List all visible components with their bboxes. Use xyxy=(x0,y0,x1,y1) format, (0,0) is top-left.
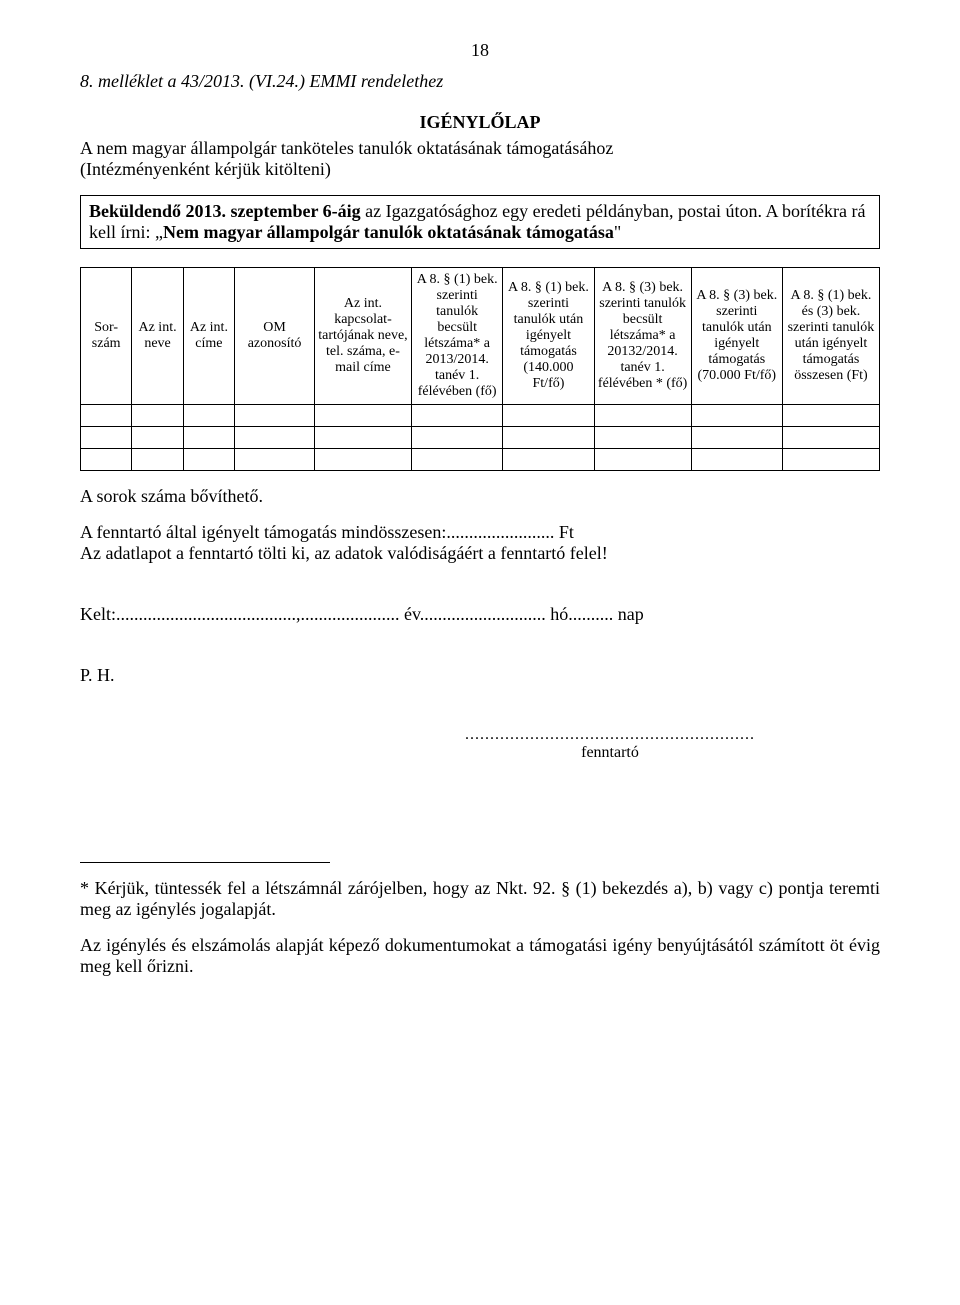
cell[interactable] xyxy=(81,427,132,449)
th-kapcsolat: Az int. kapcsolat-tartójának neve, tel. … xyxy=(314,268,411,405)
table-row xyxy=(81,405,880,427)
th-col8: A 8. § (3) bek. szerinti tanulók becsült… xyxy=(594,268,691,405)
page-number: 18 xyxy=(80,40,880,61)
fenntarto-label: fenntartó xyxy=(460,744,760,762)
cell[interactable] xyxy=(503,405,594,427)
cell[interactable] xyxy=(782,405,879,427)
cell[interactable] xyxy=(411,427,502,449)
reference-line: 8. melléklet a 43/2013. (VI.24.) EMMI re… xyxy=(80,71,880,92)
th-om: OM azonosító xyxy=(235,268,315,405)
ph: P. H. xyxy=(80,665,880,686)
cell[interactable] xyxy=(594,449,691,471)
th-sorszam: Sor-szám xyxy=(81,268,132,405)
table-row xyxy=(81,427,880,449)
cell[interactable] xyxy=(183,405,234,427)
footnote-1: * Kérjük, tüntessék fel a létszámnál zár… xyxy=(80,878,880,920)
cell[interactable] xyxy=(81,449,132,471)
cell[interactable] xyxy=(132,449,183,471)
signature-dots: ........................................… xyxy=(460,726,760,744)
cell[interactable] xyxy=(691,405,782,427)
th-col6: A 8. § (1) bek. szerinti tanulók becsült… xyxy=(411,268,502,405)
cell[interactable] xyxy=(691,449,782,471)
title-main: IGÉNYLŐLAP xyxy=(80,112,880,133)
deadline-bold2: Nem magyar állampolgár tanulók oktatásán… xyxy=(163,222,614,242)
cell[interactable] xyxy=(314,405,411,427)
subtitle-block: A nem magyar állampolgár tanköteles tanu… xyxy=(80,138,880,180)
table-row xyxy=(81,449,880,471)
th-col10: A 8. § (1) bek. és (3) bek. szerinti tan… xyxy=(782,268,879,405)
subtitle-line1: A nem magyar állampolgár tanköteles tanu… xyxy=(80,138,613,158)
th-int-cime: Az int. címe xyxy=(183,268,234,405)
subtitle-line2: (Intézményenként kérjük kitölteni) xyxy=(80,159,331,179)
title-block: IGÉNYLŐLAP xyxy=(80,112,880,133)
deadline-close: " xyxy=(614,222,621,242)
cell[interactable] xyxy=(235,449,315,471)
cell[interactable] xyxy=(594,427,691,449)
total-line: A fenntartó által igényelt támogatás min… xyxy=(80,522,880,543)
cell[interactable] xyxy=(314,449,411,471)
kelt-line: Kelt:...................................… xyxy=(80,604,880,625)
cell[interactable] xyxy=(503,449,594,471)
cell[interactable] xyxy=(235,405,315,427)
cell[interactable] xyxy=(691,427,782,449)
cell[interactable] xyxy=(235,427,315,449)
cell[interactable] xyxy=(782,427,879,449)
cell[interactable] xyxy=(503,427,594,449)
document-page: 18 8. melléklet a 43/2013. (VI.24.) EMMI… xyxy=(0,0,960,1037)
cell[interactable] xyxy=(183,449,234,471)
cell[interactable] xyxy=(411,449,502,471)
responsibility-line: Az adatlapot a fenntartó tölti ki, az ad… xyxy=(80,543,880,564)
cell[interactable] xyxy=(411,405,502,427)
after-table-note1: A sorok száma bővíthető. xyxy=(80,486,880,507)
data-table: Sor-szám Az int. neve Az int. címe OM az… xyxy=(80,267,880,471)
footnote-2: Az igénylés és elszámolás alapját képező… xyxy=(80,935,880,977)
deadline-box: Beküldendő 2013. szeptember 6-áig az Iga… xyxy=(80,195,880,249)
th-col7: A 8. § (1) bek. szerinti tanulók után ig… xyxy=(503,268,594,405)
after-table-block2: A fenntartó által igényelt támogatás min… xyxy=(80,522,880,564)
signature-area: ........................................… xyxy=(460,726,760,762)
cell[interactable] xyxy=(132,427,183,449)
deadline-lead: Beküldendő 2013. szeptember 6-áig xyxy=(89,201,361,221)
th-int-neve: Az int. neve xyxy=(132,268,183,405)
cell[interactable] xyxy=(782,449,879,471)
table-header-row: Sor-szám Az int. neve Az int. címe OM az… xyxy=(81,268,880,405)
cell[interactable] xyxy=(594,405,691,427)
cell[interactable] xyxy=(314,427,411,449)
cell[interactable] xyxy=(183,427,234,449)
footnote-separator xyxy=(80,862,330,863)
th-col9: A 8. § (3) bek. szerinti tanulók után ig… xyxy=(691,268,782,405)
cell[interactable] xyxy=(81,405,132,427)
cell[interactable] xyxy=(132,405,183,427)
